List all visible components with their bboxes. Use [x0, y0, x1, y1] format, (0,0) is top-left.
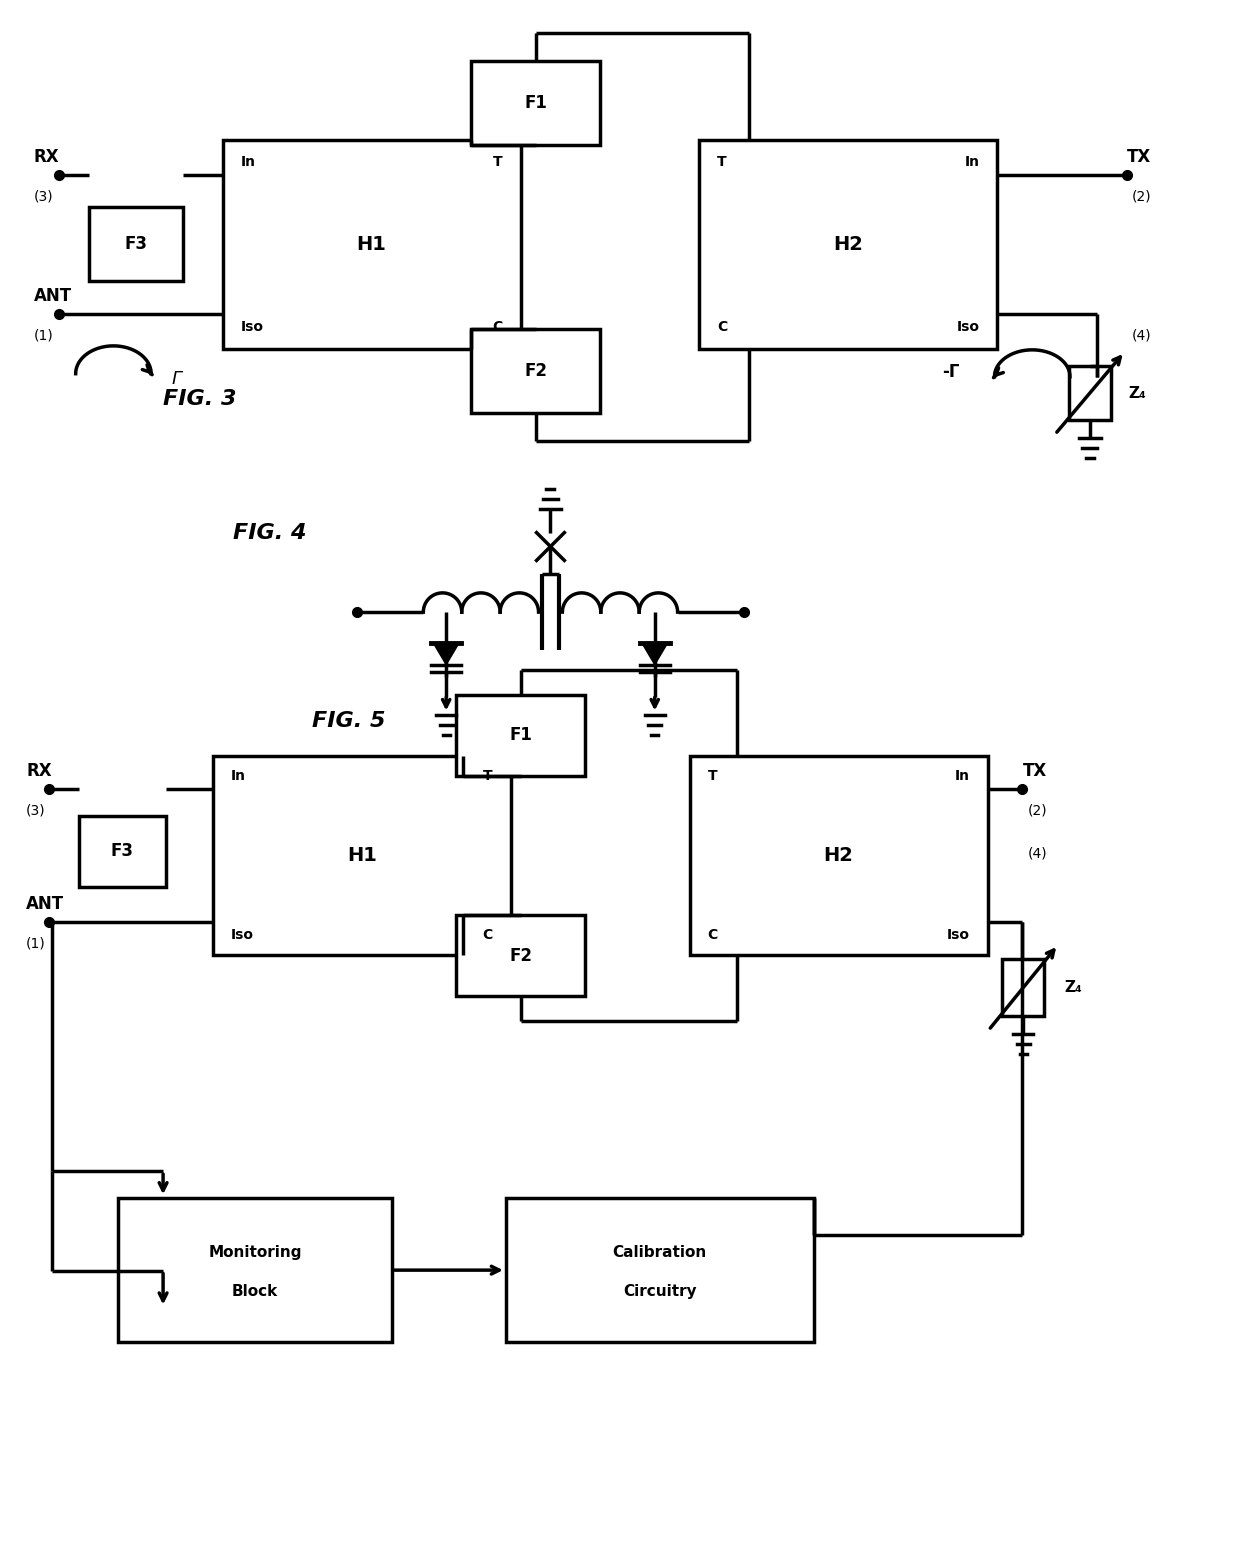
Polygon shape — [433, 643, 459, 665]
Text: F2: F2 — [525, 362, 547, 380]
Text: ANT: ANT — [26, 895, 64, 914]
Text: RX: RX — [26, 762, 52, 781]
Text: F3: F3 — [124, 235, 148, 254]
Text: In: In — [955, 768, 970, 782]
Bar — [456, 694, 585, 776]
Text: C: C — [492, 320, 502, 334]
Text: F1: F1 — [525, 94, 547, 111]
Text: T: T — [484, 768, 492, 782]
Text: T: T — [707, 768, 717, 782]
Bar — [78, 816, 166, 887]
Bar — [471, 60, 600, 145]
Text: (1): (1) — [26, 937, 46, 951]
Bar — [118, 1198, 392, 1342]
Text: (4): (4) — [1132, 329, 1152, 343]
Text: (1): (1) — [33, 329, 53, 343]
Text: Monitoring: Monitoring — [208, 1245, 301, 1260]
Text: Z₄: Z₄ — [1128, 385, 1146, 400]
Text: Γ: Γ — [171, 369, 181, 388]
Text: (3): (3) — [33, 190, 53, 204]
Bar — [213, 756, 511, 955]
Text: Calibration: Calibration — [613, 1245, 707, 1260]
Text: RX: RX — [33, 148, 60, 165]
Text: FIG. 4: FIG. 4 — [233, 523, 306, 543]
Bar — [506, 1198, 813, 1342]
Text: Circuitry: Circuitry — [622, 1285, 697, 1300]
Text: Z₄: Z₄ — [1064, 980, 1081, 996]
Text: C: C — [482, 928, 492, 942]
Text: FIG. 3: FIG. 3 — [164, 388, 237, 408]
Text: H1: H1 — [357, 235, 387, 254]
Bar — [88, 207, 184, 281]
Text: H2: H2 — [823, 846, 853, 864]
Bar — [471, 329, 600, 413]
Text: H2: H2 — [833, 235, 863, 254]
Text: C: C — [707, 928, 718, 942]
Text: Iso: Iso — [946, 928, 970, 942]
Text: (3): (3) — [26, 804, 46, 818]
Text: F1: F1 — [510, 727, 532, 744]
Text: T: T — [494, 155, 502, 169]
Bar — [456, 915, 585, 997]
Text: (2): (2) — [1132, 190, 1152, 204]
Bar — [223, 141, 521, 349]
Text: In: In — [241, 155, 255, 169]
Text: -Γ: -Γ — [942, 363, 960, 380]
Text: Iso: Iso — [231, 928, 254, 942]
Bar — [1069, 366, 1111, 421]
Text: F2: F2 — [510, 946, 532, 965]
Text: TX: TX — [1127, 148, 1152, 165]
Bar — [699, 141, 997, 349]
Text: FIG. 5: FIG. 5 — [312, 711, 386, 731]
Text: Iso: Iso — [241, 320, 264, 334]
Text: In: In — [231, 768, 246, 782]
Bar — [1002, 959, 1044, 1016]
Text: TX: TX — [1023, 762, 1047, 781]
Text: (4): (4) — [1028, 847, 1047, 861]
Text: Block: Block — [232, 1285, 278, 1300]
Text: Iso: Iso — [956, 320, 980, 334]
Text: F3: F3 — [110, 843, 134, 861]
Text: T: T — [718, 155, 727, 169]
Polygon shape — [642, 643, 667, 665]
Text: (2): (2) — [1028, 804, 1047, 818]
Text: In: In — [965, 155, 980, 169]
Text: C: C — [718, 320, 728, 334]
Text: ANT: ANT — [33, 288, 72, 305]
Bar — [689, 756, 987, 955]
Text: H1: H1 — [347, 846, 377, 864]
